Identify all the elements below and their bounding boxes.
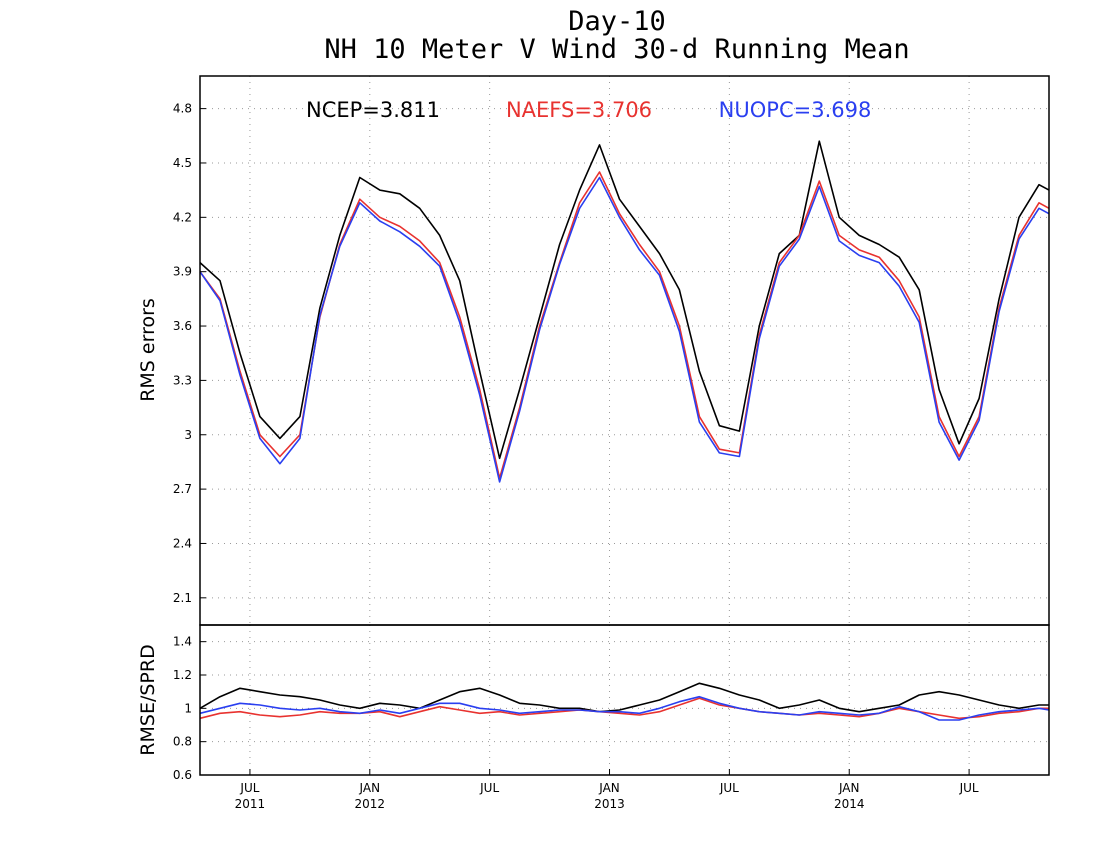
top-panel-y-tick-label: 4.2 bbox=[173, 210, 192, 224]
x-tick-month-label: JAN bbox=[838, 781, 860, 795]
x-tick-year-label: 2011 bbox=[235, 797, 266, 811]
top-panel-y-tick-label: 4.8 bbox=[173, 102, 192, 116]
bottom-panel-frame bbox=[199, 624, 1050, 776]
top-panel-series-naefs bbox=[199, 171, 1050, 480]
top-panel-y-tick-label: 2.4 bbox=[173, 536, 192, 550]
top-panel-y-tick-label: 3.9 bbox=[173, 265, 192, 279]
top-panel-y-axis-label: RMS errors bbox=[137, 298, 159, 402]
top-panel-series-ncep bbox=[199, 140, 1050, 460]
top-panel-y-tick-label: 2.7 bbox=[173, 482, 192, 496]
legend: NCEP=3.811 NAEFS=3.706 NUOPC=3.698 bbox=[306, 98, 871, 122]
bottom-panel-grid bbox=[200, 625, 1049, 776]
top-panel-y-tick-label: 3.3 bbox=[173, 373, 192, 387]
top-panel-series-nuopc bbox=[199, 176, 1050, 483]
chart-title-line2: NH 10 Meter V Wind 30-d Running Mean bbox=[324, 34, 909, 65]
x-tick-year-label: 2014 bbox=[834, 797, 865, 811]
legend-entry-naefs: NAEFS=3.706 bbox=[506, 98, 652, 122]
x-tick-month-label: JAN bbox=[598, 781, 620, 795]
top-panel-y-ticks: 2.1 2.4 2.7 3 3.3 3.6 3.9 4.2 4.5 4.8 bbox=[173, 102, 206, 605]
top-panel-series bbox=[199, 140, 1050, 483]
bottom-panel-y-tick-label: 1.2 bbox=[173, 668, 192, 682]
bottom-panel-y-tick-label: 1.4 bbox=[173, 635, 192, 649]
bottom-panel-y-tick-label: 1 bbox=[184, 701, 192, 715]
bottom-panel-y-ticks: 0.6 0.8 1 1.2 1.4 bbox=[173, 635, 206, 782]
legend-entry-ncep: NCEP=3.811 bbox=[306, 98, 440, 122]
bottom-panel-series-ncep bbox=[199, 682, 1049, 713]
legend-entry-nuopc: NUOPC=3.698 bbox=[719, 98, 872, 122]
x-tick-year-label: 2013 bbox=[594, 797, 625, 811]
bottom-panel-y-tick-label: 0.6 bbox=[173, 768, 192, 782]
bottom-panel-y-axis-label: RMSE/SPRD bbox=[137, 644, 159, 755]
x-tick-month-label: JUL bbox=[239, 781, 259, 795]
x-tick-month-label: JAN bbox=[359, 781, 381, 795]
top-panel-frame bbox=[199, 75, 1050, 626]
bottom-panel-series bbox=[199, 682, 1050, 721]
x-tick-year-label: 2012 bbox=[355, 797, 386, 811]
top-panel-grid bbox=[200, 76, 1049, 625]
bottom-panel-y-tick-label: 0.8 bbox=[173, 735, 192, 749]
x-tick-month-label: JUL bbox=[959, 781, 979, 795]
top-panel-y-tick-label: 3.6 bbox=[173, 319, 192, 333]
x-tick-month-label: JUL bbox=[479, 781, 499, 795]
top-panel-y-tick-label: 2.1 bbox=[173, 591, 192, 605]
top-panel-y-tick-label: 3 bbox=[184, 428, 192, 442]
top-panel-y-tick-label: 4.5 bbox=[173, 156, 192, 170]
x-tick-month-label: JUL bbox=[719, 781, 739, 795]
x-axis-ticks: JUL 2011 JAN 2012 JUL JAN 2013 JUL JAN 2014 JUL bbox=[235, 769, 979, 811]
chart-title-line1: Day-10 bbox=[568, 6, 666, 37]
bottom-panel-series-nuopc bbox=[199, 695, 1050, 721]
